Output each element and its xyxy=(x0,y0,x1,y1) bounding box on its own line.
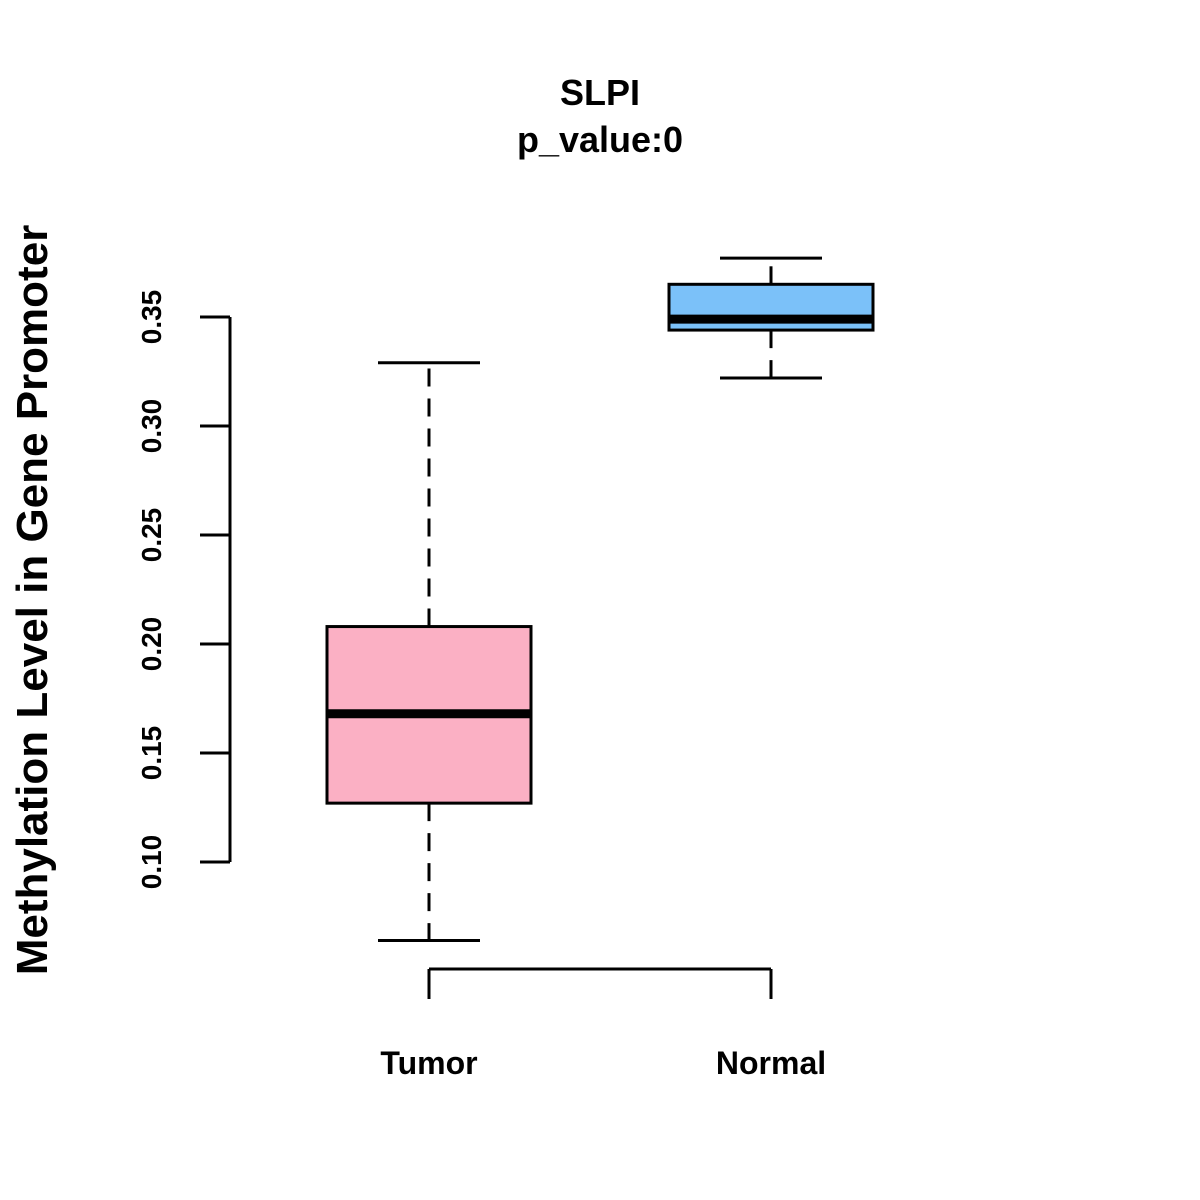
y-tick-label: 0.25 xyxy=(136,508,167,563)
y-tick-label: 0.35 xyxy=(136,290,167,345)
box-series xyxy=(325,256,875,942)
x-tick-label-normal: Normal xyxy=(716,1045,826,1081)
box-tumor xyxy=(325,361,533,942)
y-axis-label: Methylation Level in Gene Promoter xyxy=(8,225,57,976)
y-tick-label: 0.10 xyxy=(136,835,167,890)
y-tick-label: 0.20 xyxy=(136,617,167,672)
chart-title: SLPI xyxy=(560,72,640,113)
x-tick-label-tumor: Tumor xyxy=(380,1045,477,1081)
box-normal xyxy=(667,256,875,380)
y-tick-label: 0.30 xyxy=(136,399,167,454)
y-tick-label: 0.15 xyxy=(136,726,167,781)
chart-subtitle: p_value:0 xyxy=(517,119,683,160)
y-axis: 0.10 0.15 0.20 0.25 0.30 0.35 xyxy=(136,290,232,890)
x-axis: Tumor Normal xyxy=(380,967,826,1081)
